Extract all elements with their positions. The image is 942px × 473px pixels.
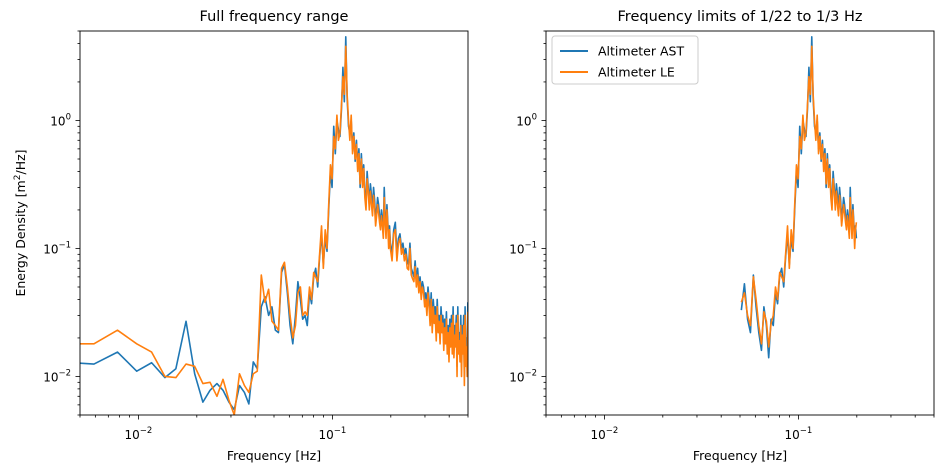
legend-label-ast: Altimeter AST [598,44,684,59]
tick-group: 10−2 10−1 10−2 10−1 100 [43,30,469,442]
y-tick-label: 100 [516,112,537,128]
y-axis-label-prefix: Energy Density [m [13,180,28,296]
x-tick-label: 10−2 [124,426,152,442]
legend-box [551,35,699,85]
tick-group: 10−2 10−1 10−2 10−1 100 [509,30,935,442]
y-axis-label-suffix: /Hz] [13,149,28,174]
y-tick-label: 10−1 [43,240,71,256]
x-axis-label: Frequency [Hz] [693,448,787,463]
y-tick-label: 10−2 [43,368,71,384]
panel-limited-range: Frequency limits of 1/22 to 1/3 Hz 10−2 1… [509,9,935,463]
panel-title: Frequency limits of 1/22 to 1/3 Hz [618,9,863,25]
axes-frame [79,30,469,416]
series-group [740,36,858,359]
legend-label-le: Altimeter LE [598,65,675,80]
y-tick-label: 10−2 [509,368,537,384]
y-tick-label: 100 [50,112,71,128]
panel-full-range: Full frequency range 10−2 10−1 10−2 10−1 100… [13,9,469,463]
x-tick-label: 10−1 [784,426,812,442]
legend: Altimeter AST Altimeter LE [551,35,699,85]
x-tick-label: 10−1 [318,426,346,442]
series-line-le [740,45,858,348]
y-axis-label-superscript: 2 [13,175,23,181]
axes-frame [545,30,935,416]
x-tick-label: 10−2 [590,426,618,442]
series-group [80,36,468,415]
y-tick-label: 10−1 [509,240,537,256]
y-axis-label: Energy Density [m2/Hz] [13,149,28,296]
panel-title: Full frequency range [200,9,349,25]
series-line-le [80,45,468,415]
x-axis-label: Frequency [Hz] [227,448,321,463]
